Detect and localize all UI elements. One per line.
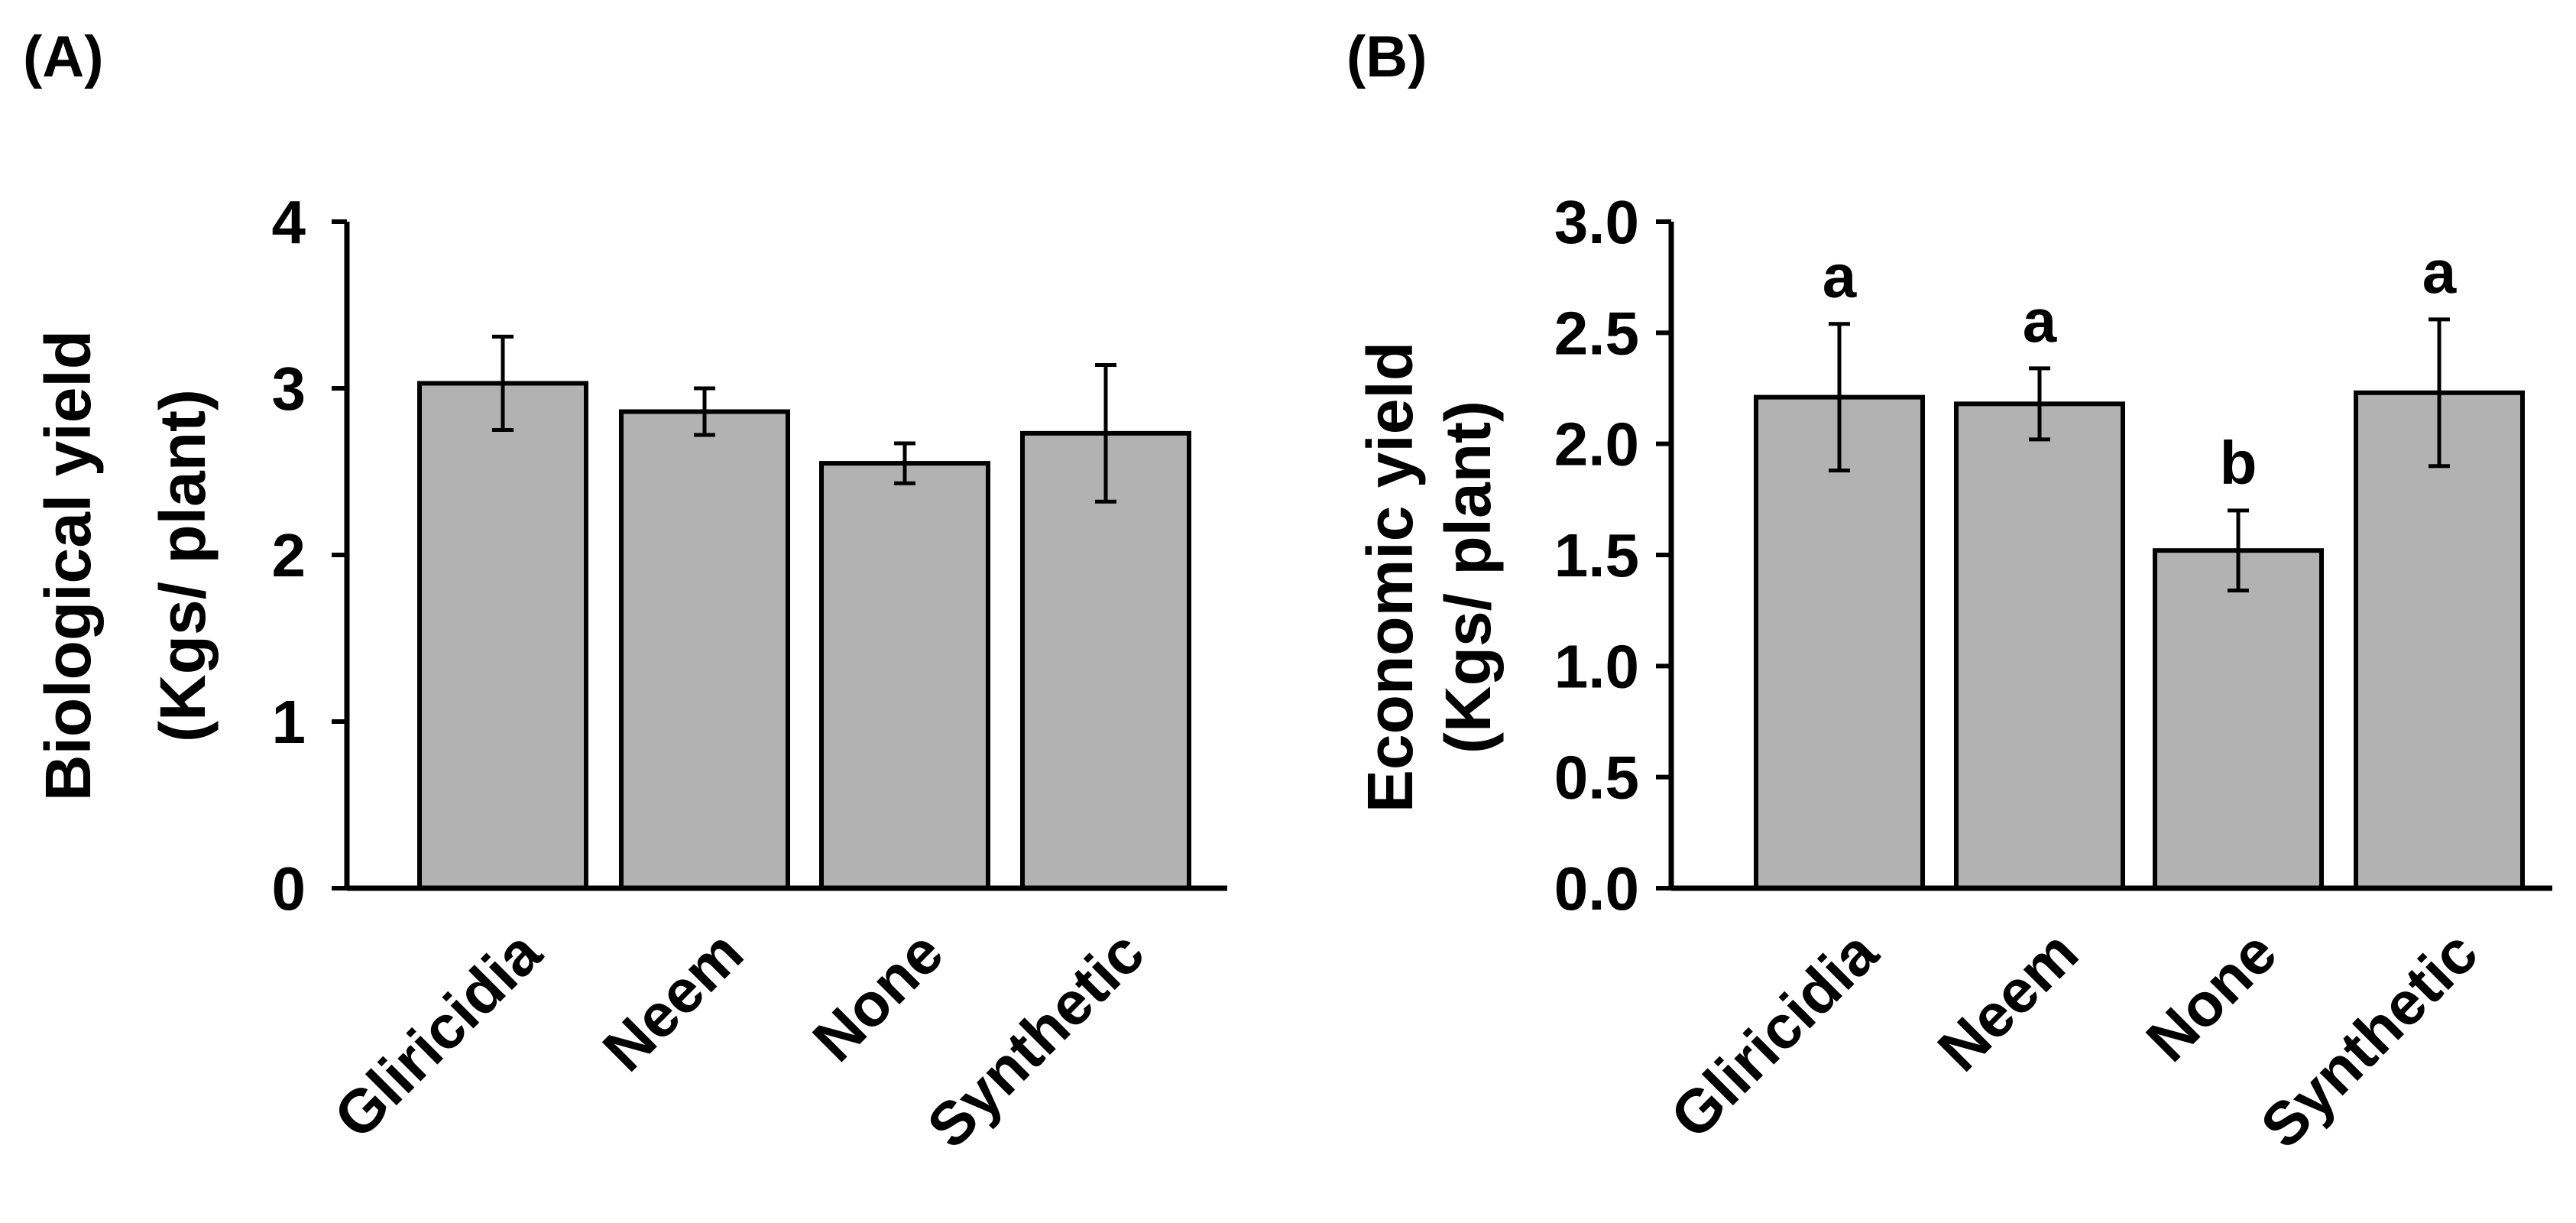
panel-a: (A) Biological yield (Kgs/ plant) 01234 … (23, 24, 1227, 1161)
panel-b-significance-letters: a a b a (1823, 238, 2457, 497)
panel-a-bar-none (819, 461, 990, 890)
panel-a-bars (417, 381, 1191, 890)
panel-a-y-tick-label: 0 (272, 855, 306, 923)
panel-b-x-label-neem: Neem (1925, 918, 2091, 1084)
panel-b-significance-letter: a (1823, 242, 1857, 310)
panel-b-y-tick-label: 0.0 (1554, 855, 1639, 923)
panel-b-bar-none (2153, 548, 2324, 890)
panel-b-y-tick-label: 0.5 (1554, 744, 1639, 812)
panel-a-error-bar-synthetic (1095, 362, 1116, 504)
panel-a-bar-gliricidia (417, 381, 588, 890)
panel-b-bar-neem (1954, 401, 2125, 890)
panel-b-error-bar-none (2228, 508, 2249, 593)
panel-b-ylabel-line1: Economic yield (1354, 342, 1426, 813)
panel-a-x-label-gliricidia: Gliricidia (321, 918, 554, 1151)
panel-a-bar-neem (619, 409, 790, 890)
panel-b-error-bar-synthetic (2429, 317, 2450, 469)
panel-a-error-bar-gliricidia (492, 334, 514, 432)
panel-b-y-tick-label: 2.5 (1554, 299, 1639, 367)
panel-b-y-tick-label: 3.0 (1554, 188, 1639, 256)
panel-b-significance-letter: a (2422, 238, 2457, 306)
panel-a-error-bar-none (894, 441, 915, 485)
panel-b-error-bar-gliricidia (1829, 322, 1850, 473)
panel-a-error-bars (492, 334, 1116, 504)
panel-b-significance-letter: b (2220, 429, 2257, 497)
panel-a-bar-synthetic (1020, 430, 1191, 890)
panel-b-error-bars (1829, 317, 2450, 593)
panel-a-y-ticks: 0 1 2 3 4 (272, 188, 347, 923)
panel-a-ylabel-line2: (Kgs/ plant) (147, 389, 219, 742)
panel-a-y-tick-label: 3 (272, 355, 306, 423)
panel-b-label: (B) (1346, 24, 1427, 89)
panel-a-ylabel-line1: Biological yield (32, 330, 104, 801)
panel-b-bar-gliricidia (1754, 394, 1925, 890)
panel-b-y-ticks: 0.0 0.5 1.0 1.5 2.0 2.5 3.0 (1554, 188, 1671, 923)
panel-a-x-label-synthetic: Synthetic (914, 918, 1157, 1161)
panel-a-label: (A) (23, 24, 104, 89)
panel-a-x-label-none: None (800, 918, 956, 1074)
panel-b-x-label-synthetic: Synthetic (2247, 918, 2490, 1161)
panel-b: (B) Economic yield (Kgs/ plant) 0.0 0.5 1.… (1346, 24, 2552, 1161)
panel-b-x-label-gliricidia: Gliricidia (1657, 918, 1891, 1151)
panel-b-bars (1754, 390, 2525, 890)
panel-a-y-tick-label: 2 (272, 521, 306, 589)
panel-a-x-label-neem: Neem (590, 918, 756, 1084)
panel-b-y-tick-label: 1.5 (1554, 521, 1639, 589)
panel-b-y-tick-label: 1.0 (1554, 632, 1639, 700)
panel-b-significance-letter: a (2023, 287, 2057, 355)
panel-a-y-tick-label: 1 (272, 688, 306, 756)
panel-b-error-bar-neem (2029, 366, 2050, 442)
panel-b-y-tick-label: 2.0 (1554, 410, 1639, 478)
panel-a-y-tick-label: 4 (272, 188, 306, 256)
panel-a-error-bar-neem (694, 386, 715, 437)
panel-b-ylabel-line2: (Kgs/ plant) (1432, 401, 1504, 754)
panel-b-x-label-none: None (2134, 918, 2289, 1074)
